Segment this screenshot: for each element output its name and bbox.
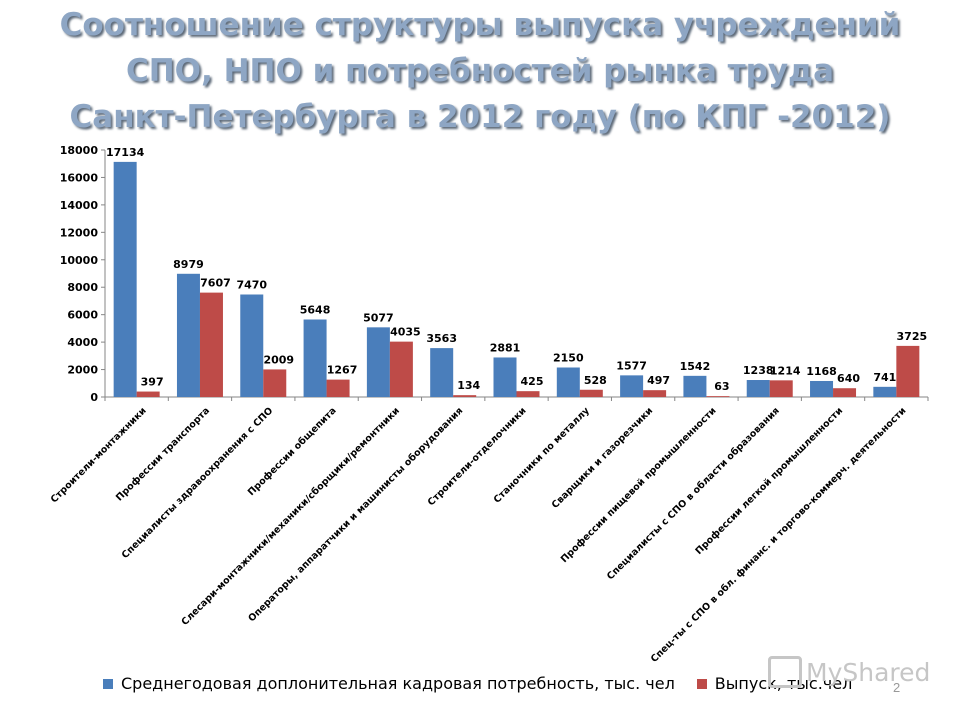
category-label: Спец-ты с СПО в обл. финанс. и торгово-к… — [649, 405, 909, 665]
bar-demand — [366, 327, 390, 397]
legend-item-output: Выпуск, тыс.чел — [696, 674, 853, 693]
watermark: MyShared — [768, 656, 930, 688]
value-label-demand: 5648 — [300, 303, 331, 316]
title-line-1: Соотношение структуры выпуска учреждений — [59, 7, 901, 43]
bar-demand — [303, 319, 327, 397]
legend: Среднегодовая доплонительная кадровая по… — [103, 674, 874, 693]
bar-demand — [873, 386, 897, 397]
bar-demand — [113, 161, 137, 397]
value-label-output: 397 — [141, 376, 164, 389]
category-label: Профессии легкой промышленности — [693, 405, 845, 557]
y-tick-label: 18000 — [60, 144, 99, 157]
y-tick-label: 0 — [90, 391, 98, 404]
bar-demand — [683, 375, 707, 397]
bar-demand — [620, 375, 644, 397]
legend-label-output: Выпуск, тыс.чел — [714, 674, 853, 693]
value-label-output: 4035 — [390, 326, 421, 339]
bar-output — [769, 380, 793, 397]
value-label-output: 497 — [647, 374, 670, 387]
bar-output — [833, 388, 857, 397]
y-tick-label: 12000 — [60, 226, 99, 239]
bar-output — [263, 369, 287, 397]
value-label-demand: 5077 — [363, 311, 394, 324]
bar-demand — [746, 380, 770, 397]
legend-item-demand: Среднегодовая доплонительная кадровая по… — [103, 674, 675, 693]
value-label-output: 1267 — [327, 364, 358, 377]
value-label-demand: 1577 — [616, 359, 647, 372]
value-label-output: 63 — [714, 380, 729, 393]
bar-output — [136, 391, 160, 397]
bar-demand — [493, 357, 517, 397]
watermark-logo-icon — [768, 656, 802, 688]
value-label-output: 134 — [457, 379, 480, 392]
value-label-demand: 1168 — [806, 365, 837, 378]
value-label-demand: 17134 — [106, 146, 145, 159]
category-label: Слесари-монтажники/механики/сборщики/рем… — [180, 405, 402, 627]
y-tick-label: 16000 — [60, 171, 99, 184]
chart-title: Соотношение структуры выпуска учреждений… — [0, 2, 960, 140]
value-label-demand: 7470 — [236, 278, 267, 291]
bar-output — [579, 389, 603, 397]
bar-demand — [810, 380, 834, 397]
value-label-output: 2009 — [263, 353, 294, 366]
value-label-demand: 741 — [873, 371, 896, 384]
legend-swatch-demand — [103, 678, 113, 689]
bar-output — [896, 345, 920, 397]
y-tick-label: 2000 — [67, 364, 98, 377]
y-tick-label: 14000 — [60, 199, 99, 212]
watermark-text: MyShared — [806, 657, 931, 687]
value-label-demand: 8979 — [173, 258, 204, 271]
value-label-output: 7607 — [200, 277, 231, 290]
value-label-output: 425 — [521, 375, 544, 388]
bar-output — [199, 292, 223, 397]
bar-output — [326, 379, 350, 397]
bar-demand — [240, 294, 264, 397]
category-label: Операторы, аппаратчики и машинисты обору… — [246, 405, 465, 624]
legend-label-demand: Среднегодовая доплонительная кадровая по… — [121, 674, 675, 693]
title-line-2: СПО, НПО и потребностей рынка труда — [125, 53, 835, 89]
value-label-output: 640 — [837, 372, 860, 385]
title-line-3: Санкт-Петербурга в 2012 году (по КПГ -20… — [69, 99, 891, 135]
bar-demand — [176, 273, 200, 397]
y-tick-label: 10000 — [60, 254, 99, 267]
page-number: 2 — [893, 680, 901, 695]
bar-output — [706, 396, 730, 397]
bar-output — [453, 395, 477, 397]
y-tick-label: 4000 — [67, 336, 98, 349]
value-label-output: 3725 — [897, 330, 928, 343]
y-tick-label: 8000 — [67, 281, 98, 294]
value-label-output: 1214 — [770, 364, 801, 377]
value-label-demand: 1542 — [680, 360, 711, 373]
bar-output — [643, 390, 667, 397]
category-label: Сварщики и газорезчики — [550, 405, 656, 511]
value-label-demand: 2150 — [553, 351, 584, 364]
bar-demand — [556, 367, 580, 397]
value-label-demand: 3563 — [426, 332, 457, 345]
value-label-output: 528 — [584, 374, 607, 387]
legend-swatch-output — [696, 678, 707, 689]
bar-demand — [430, 348, 454, 397]
value-label-demand: 1238 — [743, 364, 774, 377]
bar-output — [516, 391, 540, 397]
value-label-demand: 2881 — [490, 341, 521, 354]
bar-output — [389, 341, 413, 397]
y-tick-label: 6000 — [67, 309, 98, 322]
